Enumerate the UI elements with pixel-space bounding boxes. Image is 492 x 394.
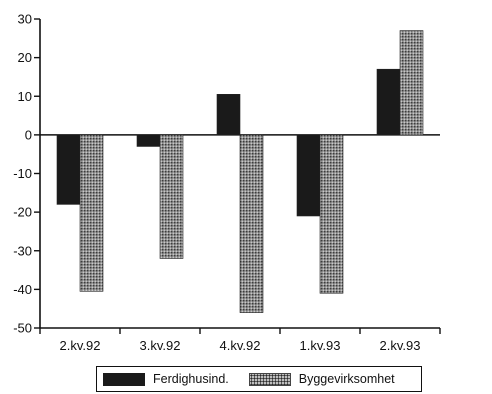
legend-item-byggevirksomhet: Byggevirksomhet [248, 372, 395, 386]
y-tick-label: 10 [18, 89, 32, 104]
bar-byggevirksomhet [79, 134, 104, 292]
bar-byggevirksomhet [159, 134, 184, 259]
bar-ferdighusind [296, 134, 321, 217]
y-tick-label: 20 [18, 50, 32, 65]
axes [34, 18, 441, 334]
y-tick-label: 30 [18, 12, 32, 27]
y-tick-label: -50 [13, 321, 32, 336]
tick-labels: 30 20 10 0 -10 -20 -30 -40 -50 2.kv.92 3.kv.92 4.kv… [13, 12, 420, 354]
y-tick-label: -40 [13, 282, 32, 297]
y-tick-label: -20 [13, 205, 32, 220]
y-tick-label: -10 [13, 166, 32, 181]
bar-ferdighusind [136, 134, 161, 147]
x-tick-label: 2.kv.92 [60, 338, 101, 353]
bar-ferdighusind [376, 68, 401, 136]
y-tick-label: 0 [25, 127, 32, 142]
bars [56, 30, 424, 313]
legend-item-ferdighusind: Ferdighusind. [103, 372, 229, 386]
x-tick-label: 1.kv.93 [300, 338, 341, 353]
bar-ferdighusind [216, 94, 241, 136]
legend: Ferdighusind. Byggevirksomhet [96, 366, 422, 392]
bar-byggevirksomhet [319, 134, 344, 294]
bar-byggevirksomhet [239, 134, 264, 313]
legend-label-ferdighusind: Ferdighusind. [153, 372, 229, 386]
x-tick-label: 3.kv.92 [140, 338, 181, 353]
y-tick-label: -30 [13, 243, 32, 258]
legend-swatch-byggevirksomhet [248, 372, 291, 386]
bar-ferdighusind [56, 134, 81, 205]
x-tick-label: 4.kv.92 [220, 338, 261, 353]
x-tick-label: 2.kv.93 [380, 338, 421, 353]
legend-label-byggevirksomhet: Byggevirksomhet [298, 372, 395, 386]
legend-swatch-ferdighusind [103, 372, 145, 386]
bar-byggevirksomhet [399, 30, 424, 136]
